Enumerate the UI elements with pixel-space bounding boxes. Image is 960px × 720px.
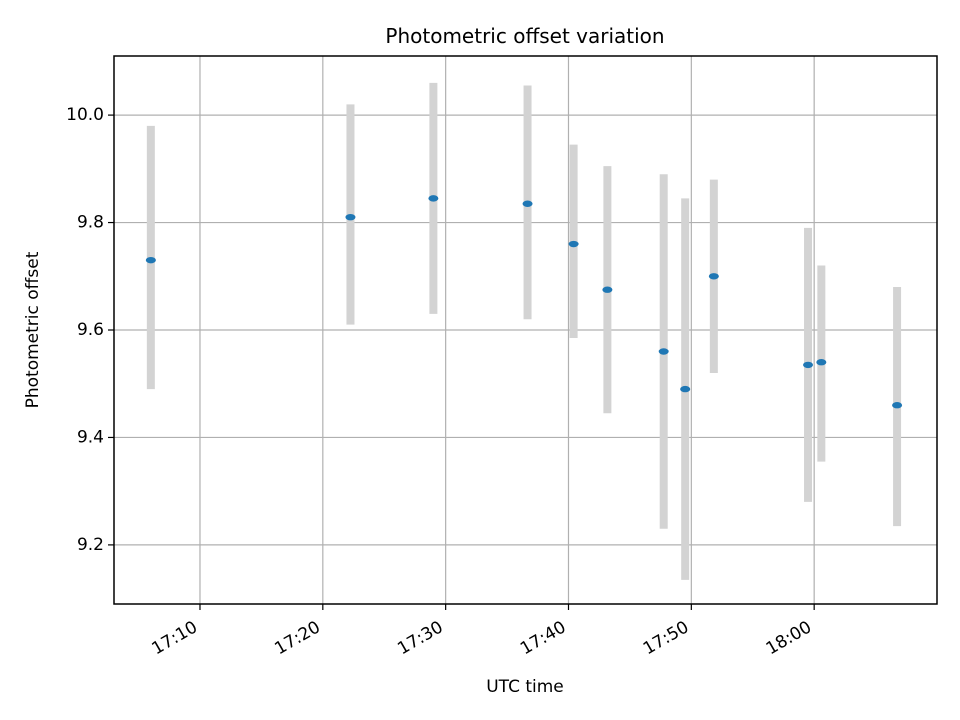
data-point [892, 402, 903, 409]
data-point [602, 286, 613, 293]
data-points [145, 195, 903, 409]
data-point [816, 359, 827, 366]
data-point [680, 385, 691, 393]
x-tick-label: 17:20 [271, 617, 323, 659]
data-point [568, 240, 579, 248]
data-point [658, 348, 669, 355]
y-axis-label: Photometric offset [23, 251, 43, 408]
y-tick-label: 9.4 [77, 427, 104, 447]
data-point [428, 195, 439, 202]
error-bars [146, 82, 902, 580]
y-tick-label: 9.6 [77, 320, 104, 340]
grid-lines [114, 56, 937, 604]
data-point [522, 200, 533, 207]
data-point [803, 361, 814, 369]
y-tick-label: 10.0 [66, 105, 104, 125]
x-tick-label: 17:40 [517, 617, 569, 659]
x-axis-label: UTC time [486, 677, 564, 697]
data-point [145, 256, 156, 264]
data-point [345, 213, 356, 221]
data-point [708, 273, 719, 280]
y-tick-label: 9.2 [77, 535, 104, 555]
x-tick-label: 17:30 [394, 617, 446, 659]
chart-title: Photometric offset variation [385, 24, 664, 48]
x-tick-label: 17:10 [149, 617, 201, 659]
x-tick-label: 17:50 [640, 617, 692, 659]
axis-ticks: 17:10 17:20 17:30 17:40 17:50 18:00 9.2 9.4 9.6 9… [66, 105, 815, 659]
x-tick-label: 18:00 [763, 617, 815, 659]
y-tick-label: 9.8 [77, 213, 104, 233]
